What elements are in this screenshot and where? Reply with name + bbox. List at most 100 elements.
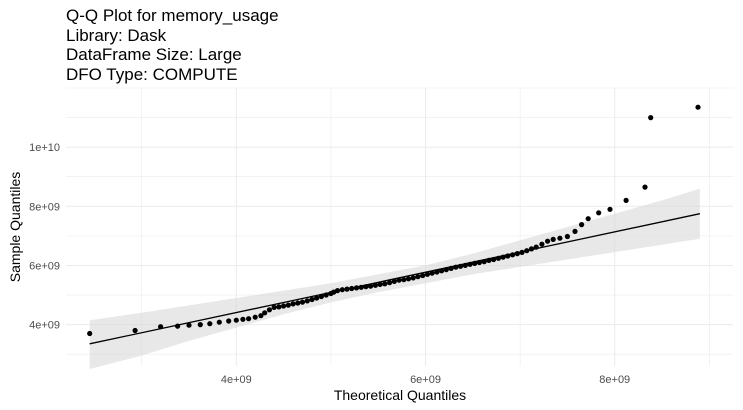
data-point <box>550 236 556 242</box>
data-point <box>368 283 374 289</box>
data-point <box>509 252 516 258</box>
data-point <box>323 292 329 298</box>
y-tick-label: 8e+09 <box>29 201 60 213</box>
data-point <box>207 321 213 327</box>
data-point <box>495 255 501 261</box>
data-point <box>545 238 551 244</box>
title-line-3: DataFrame Size: Large <box>66 45 242 64</box>
data-point <box>299 299 306 305</box>
data-point <box>476 259 482 266</box>
data-point <box>401 277 407 283</box>
data-point <box>448 265 454 271</box>
data-point <box>472 260 478 266</box>
data-point <box>405 276 412 282</box>
data-point <box>410 275 416 281</box>
data-point <box>424 271 430 277</box>
data-point <box>295 300 301 306</box>
data-point <box>349 285 355 292</box>
data-point <box>358 284 364 290</box>
data-point <box>377 281 383 287</box>
data-point <box>514 251 520 257</box>
data-point <box>186 322 192 328</box>
data-point <box>528 246 535 252</box>
data-point <box>258 313 264 319</box>
data-point <box>252 314 258 320</box>
data-point <box>539 241 545 247</box>
data-point <box>363 284 369 290</box>
title-line-1: Q-Q Plot for memory_usage <box>66 6 279 25</box>
data-point <box>579 222 585 228</box>
data-point <box>266 307 272 313</box>
y-tick-label: 4e+09 <box>29 320 60 332</box>
data-point <box>132 327 138 334</box>
data-point <box>519 249 525 255</box>
data-point <box>533 244 539 250</box>
data-point <box>439 268 445 274</box>
data-point <box>607 206 613 212</box>
x-axis-label: Theoretical Quantiles <box>334 387 466 403</box>
data-point <box>285 302 291 308</box>
data-point <box>462 262 468 268</box>
data-point <box>290 301 296 307</box>
data-point <box>453 264 459 270</box>
data-point <box>596 210 602 216</box>
data-point <box>695 104 701 110</box>
data-point <box>226 318 232 324</box>
data-point <box>276 304 282 310</box>
x-axis-ticks: 4e+09 6e+09 8e+09 <box>221 374 630 386</box>
data-point <box>372 282 378 288</box>
data-point <box>564 233 571 240</box>
reference-line-layer <box>89 213 701 345</box>
data-point <box>396 277 402 283</box>
data-point <box>420 272 426 279</box>
data-point <box>481 259 487 265</box>
data-point <box>557 235 563 241</box>
data-point <box>304 298 310 304</box>
data-point <box>339 287 345 293</box>
points-layer <box>87 104 701 337</box>
data-point <box>344 286 350 292</box>
data-point <box>457 263 464 269</box>
data-point <box>491 256 497 263</box>
data-point <box>648 115 654 121</box>
data-point <box>262 310 268 316</box>
x-tick-label: 6e+09 <box>410 374 441 386</box>
data-point <box>467 261 473 267</box>
data-point <box>197 322 203 328</box>
data-point <box>642 184 648 190</box>
data-point <box>314 295 320 301</box>
data-point <box>281 303 287 309</box>
data-point <box>271 304 277 310</box>
data-point <box>585 216 591 222</box>
data-point <box>486 257 492 263</box>
data-point <box>415 274 421 280</box>
data-point <box>500 254 506 260</box>
data-point <box>429 270 435 276</box>
data-point <box>434 269 440 275</box>
data-point <box>334 288 341 294</box>
data-point <box>158 324 164 330</box>
data-point <box>391 278 397 284</box>
data-point <box>353 285 360 291</box>
title-line-4: DFO Type: COMPUTE <box>66 64 238 84</box>
data-point <box>309 296 315 303</box>
data-point <box>443 267 449 273</box>
data-point <box>318 293 324 300</box>
data-point <box>216 319 222 325</box>
data-point <box>505 253 511 259</box>
data-point <box>87 330 93 337</box>
y-axis-label: Sample Quantiles <box>7 172 23 283</box>
data-point <box>175 323 181 329</box>
data-point <box>246 316 252 322</box>
data-point <box>572 228 578 234</box>
data-point <box>623 197 629 203</box>
data-point <box>524 248 530 254</box>
title-line-2: Library: Dask <box>66 25 167 45</box>
y-tick-label: 1e+10 <box>29 142 60 154</box>
chart-title: Q-Q Plot for memory_usage Library: Dask … <box>66 6 279 84</box>
data-point <box>233 317 239 323</box>
data-point <box>382 281 388 287</box>
x-tick-label: 4e+09 <box>221 374 252 386</box>
grid <box>66 87 733 366</box>
